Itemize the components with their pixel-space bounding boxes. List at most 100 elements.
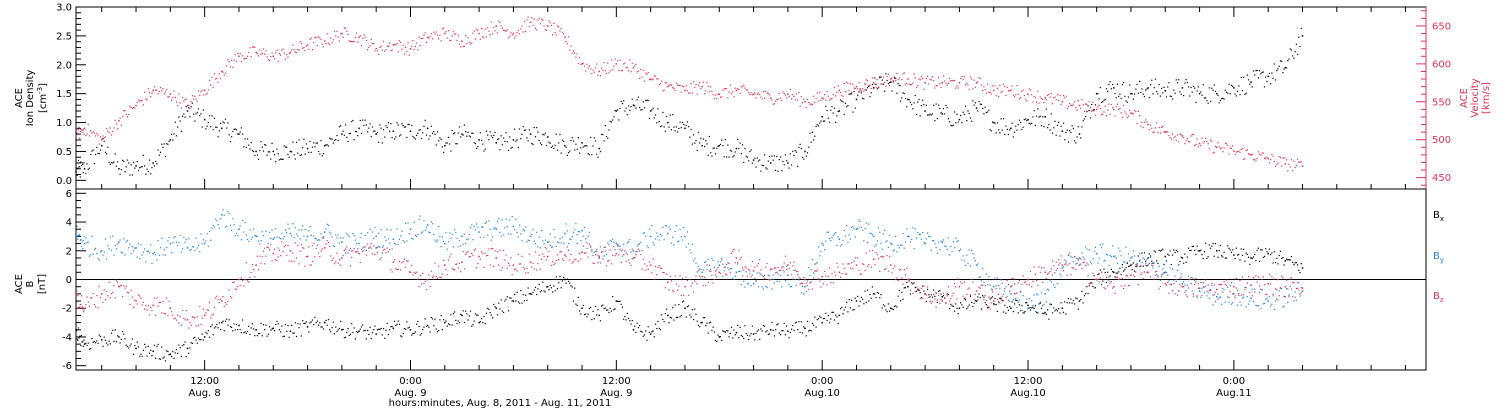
velocity-sample bbox=[175, 97, 176, 98]
by-sample bbox=[133, 250, 134, 251]
by-sample bbox=[911, 239, 912, 240]
velocity-sample bbox=[1252, 154, 1253, 155]
bz-sample bbox=[758, 263, 759, 264]
by-sample bbox=[536, 232, 537, 233]
density-sample bbox=[247, 139, 248, 140]
density-sample bbox=[987, 111, 988, 112]
bx-sample bbox=[210, 326, 211, 327]
velocity-sample bbox=[1225, 143, 1226, 144]
velocity-sample bbox=[653, 78, 654, 79]
velocity-sample bbox=[392, 49, 393, 50]
density-sample bbox=[758, 160, 759, 161]
bz-sample bbox=[796, 271, 797, 272]
density-sample bbox=[1248, 79, 1249, 80]
bz-sample bbox=[415, 273, 416, 274]
by-sample bbox=[319, 239, 320, 240]
bz-point bbox=[770, 269, 772, 271]
bz-point bbox=[581, 251, 583, 253]
by-sample bbox=[694, 258, 695, 259]
bz-sample bbox=[583, 245, 584, 246]
by-sample bbox=[570, 239, 571, 240]
bx-sample bbox=[840, 308, 841, 309]
bz-sample bbox=[562, 258, 563, 259]
density-sample bbox=[880, 77, 881, 78]
by-sample bbox=[727, 262, 728, 263]
by-sample bbox=[434, 240, 435, 241]
velocity-axis-label: ACE Velocity [km/s] bbox=[1459, 78, 1492, 117]
bz-sample bbox=[820, 286, 821, 287]
velocity-sample bbox=[994, 85, 995, 86]
by-point bbox=[238, 228, 240, 230]
by-sample bbox=[617, 245, 618, 246]
by-sample bbox=[553, 229, 554, 230]
bx-sample bbox=[77, 340, 78, 341]
bz-sample bbox=[898, 280, 899, 281]
by-sample bbox=[328, 225, 329, 226]
by-sample bbox=[276, 236, 277, 237]
bz-sample bbox=[150, 307, 151, 308]
density-sample bbox=[317, 142, 318, 143]
bz-sample bbox=[469, 256, 470, 257]
density-sample bbox=[971, 121, 972, 122]
density-label-line1: ACE bbox=[14, 88, 25, 108]
bz-sample bbox=[882, 256, 883, 257]
bz-sample bbox=[1092, 273, 1093, 274]
density-sample bbox=[568, 152, 569, 153]
velocity-sample bbox=[1026, 100, 1027, 101]
by-sample bbox=[927, 233, 928, 234]
by-sample bbox=[583, 236, 584, 237]
bx-sample bbox=[896, 306, 897, 307]
bz-sample bbox=[96, 295, 97, 296]
bx-sample bbox=[246, 333, 247, 334]
bx-sample bbox=[1121, 274, 1122, 275]
bz-sample bbox=[931, 303, 932, 304]
bx-sample bbox=[662, 319, 663, 320]
density-sample bbox=[1223, 99, 1224, 100]
bx-sample bbox=[355, 338, 356, 339]
bx-sample bbox=[577, 305, 578, 306]
b-tick-label: 2 bbox=[66, 246, 72, 257]
bx-sample bbox=[629, 320, 630, 321]
bz-sample bbox=[282, 251, 283, 252]
by-sample bbox=[953, 241, 954, 242]
by-sample bbox=[678, 241, 679, 242]
bz-point bbox=[547, 256, 549, 258]
bx-sample bbox=[1176, 250, 1177, 251]
velocity-sample bbox=[817, 92, 818, 93]
by-sample bbox=[661, 236, 662, 237]
bz-sample bbox=[618, 254, 619, 255]
by-sample bbox=[554, 237, 555, 238]
velocity-sample bbox=[470, 43, 471, 44]
bz-sample bbox=[372, 253, 373, 254]
bx-sample bbox=[1023, 312, 1024, 313]
bx-point bbox=[1010, 307, 1012, 309]
bx-sample bbox=[208, 330, 209, 331]
by-sample bbox=[224, 215, 225, 216]
by-sample bbox=[1085, 246, 1086, 247]
by-sample bbox=[1299, 296, 1300, 297]
bz-sample bbox=[600, 262, 601, 263]
velocity-sample bbox=[632, 63, 633, 64]
density-sample bbox=[203, 109, 204, 110]
bz-sample bbox=[863, 264, 864, 265]
density-sample bbox=[1046, 109, 1047, 110]
by-sample bbox=[1295, 291, 1296, 292]
velocity-sample bbox=[595, 68, 596, 69]
by-sample bbox=[143, 252, 144, 253]
by-sample bbox=[742, 275, 743, 276]
by-sample bbox=[330, 233, 331, 234]
density-sample bbox=[78, 160, 79, 161]
bz-sample bbox=[826, 284, 827, 285]
bx-sample bbox=[1046, 314, 1047, 315]
density-sample bbox=[623, 100, 624, 101]
bx-sample bbox=[999, 298, 1000, 299]
bx-sample bbox=[202, 333, 203, 334]
by-sample bbox=[932, 240, 933, 241]
by-sample bbox=[211, 227, 212, 228]
density-point bbox=[598, 148, 600, 150]
bx-sample bbox=[852, 309, 853, 310]
bx-sample bbox=[1034, 308, 1035, 309]
density-sample bbox=[698, 132, 699, 133]
velocity-sample bbox=[222, 72, 223, 73]
bx-sample bbox=[1275, 262, 1276, 263]
